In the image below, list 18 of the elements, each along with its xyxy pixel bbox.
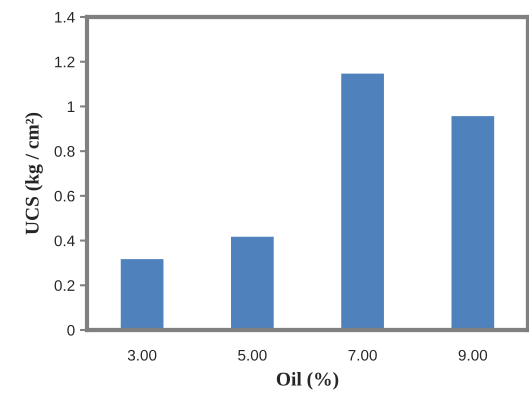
x-tick-label: 7.00 xyxy=(348,350,377,361)
x-tick-label: 5.00 xyxy=(238,350,267,361)
y-tick-label: 1.2 xyxy=(55,56,74,68)
x-tick-label: 9.00 xyxy=(458,350,488,361)
y-tick-label: 0.8 xyxy=(54,146,75,157)
y-tick-label: 0.6 xyxy=(54,190,75,202)
y-tick-label: 1 xyxy=(68,101,74,112)
y-tick-label: 1.4 xyxy=(55,12,75,23)
bar xyxy=(450,114,496,330)
bar xyxy=(230,235,276,330)
x-axis-title: Oil (%) xyxy=(276,372,338,390)
bar xyxy=(119,258,165,330)
x-tick-label: 3.00 xyxy=(128,350,156,361)
y-tick-label: 0.4 xyxy=(54,235,75,246)
y-tick-label: 0 xyxy=(67,324,75,336)
y-tick-label: 0.2 xyxy=(54,280,74,291)
bar xyxy=(340,72,386,330)
y-axis-title: UCS (kg / cm²) xyxy=(25,112,43,235)
